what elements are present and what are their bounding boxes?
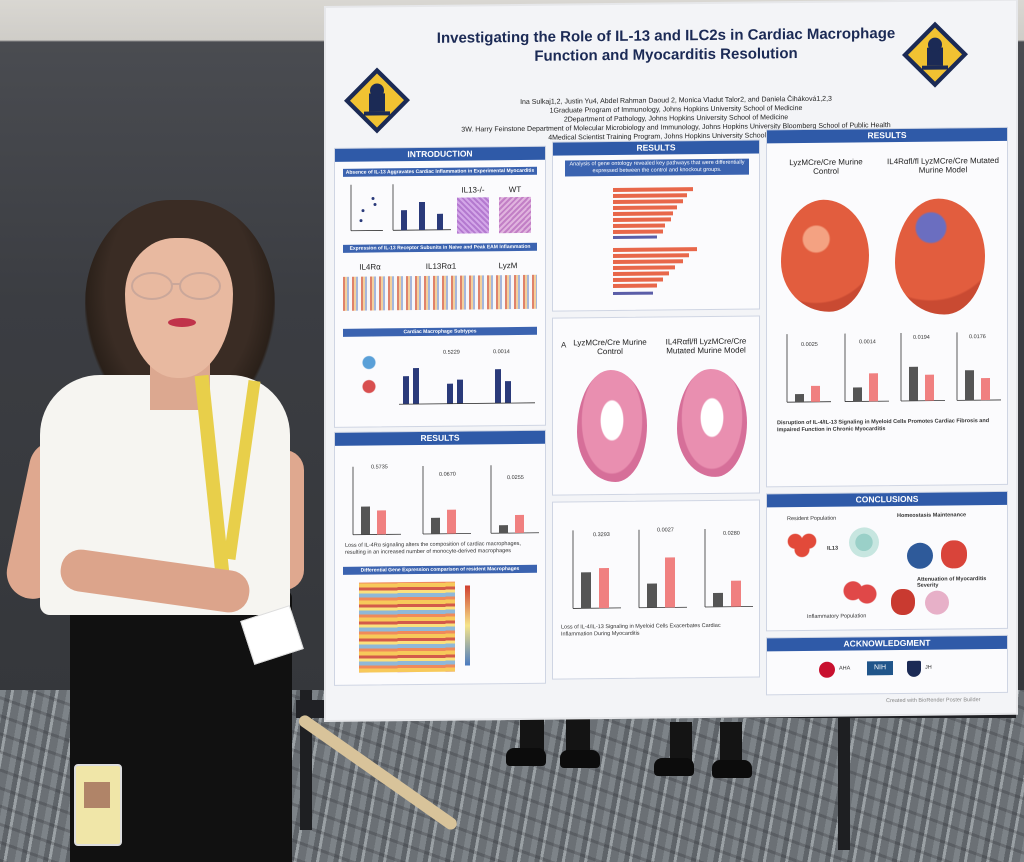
acknowledgment-panel: ACKNOWLEDGMENT AHA NIH JH — [766, 634, 1008, 696]
he-stained-heart-mutant — [677, 368, 747, 478]
logo-text: JH — [925, 664, 932, 671]
results-panel-right: RESULTS LyzMCre/Cre Murine Control IL4Rα… — [766, 126, 1008, 488]
dot-plot-chart — [350, 184, 451, 232]
macrophage-cluster-icon — [785, 529, 819, 559]
passerby-shoe — [560, 750, 600, 768]
macrophage-bar-charts — [399, 368, 535, 405]
myocarditis-caption: Loss of IL-4/IL-13 Signaling in Myeloid … — [561, 622, 721, 638]
myocarditis-results-panel: 0.3293 0.0027 0.0280 Loss of IL-4/IL-13 … — [552, 499, 760, 680]
nih-logo-icon: NIH — [867, 661, 893, 676]
poster-title: Investigating the Role of IL-13 and ILC2… — [436, 25, 896, 65]
lyzm-label: LyzM — [498, 260, 518, 271]
p-value: 0.0014 — [859, 339, 876, 346]
myocarditis-bar-charts — [572, 529, 753, 609]
resident-label: Resident Population — [787, 515, 837, 523]
il4ra-label: IL4Rα — [359, 262, 381, 272]
macrophage-diagram — [349, 344, 389, 405]
histology-image — [457, 197, 489, 234]
inflammatory-label: Inflammatory Population — [807, 613, 867, 620]
expression-plot — [343, 274, 537, 311]
passerby-shoe — [506, 748, 546, 766]
p-value: 0.0194 — [913, 334, 930, 341]
acknowledgment-header: ACKNOWLEDGMENT — [767, 635, 1007, 652]
p-value: 0.0025 — [801, 341, 818, 349]
il13-ko-label: IL13-/- — [461, 185, 485, 195]
results-header: RESULTS — [767, 127, 1007, 144]
p-value: 0.0176 — [969, 334, 986, 341]
id-badge — [74, 764, 122, 846]
p-value: 0.0280 — [723, 530, 740, 537]
presenter — [0, 0, 320, 862]
results-caption: Loss of IL-4Rα signaling alters the comp… — [345, 540, 521, 556]
trichrome-heart-control — [781, 199, 869, 313]
introduction-panel: INTRODUCTION Absence of IL-13 Aggravates… — [334, 145, 546, 428]
conclusions-panel: CONCLUSIONS Resident Population Homeosta… — [766, 490, 1008, 632]
p-value: 0.0670 — [439, 471, 456, 478]
gene-ontology-title: Analysis of gene ontology revealed key p… — [565, 158, 749, 177]
attenuation-label: Attenuation of Myocarditis Severity — [917, 576, 987, 589]
fibrosis-bar-charts — [786, 332, 1001, 403]
intro-subheader: Cardiac Macrophage Subtypes — [343, 326, 537, 337]
heart-icon — [891, 588, 915, 616]
p-value: 0.0255 — [507, 474, 524, 482]
university-shield-logo — [344, 67, 410, 134]
passerby-shoe — [654, 758, 694, 776]
histology-image — [499, 196, 531, 234]
conclusions-header: CONCLUSIONS — [767, 491, 1007, 508]
mutant-label: IL4Rαfl/fl LyzMCre/Cre Mutated Murine Mo… — [665, 336, 747, 356]
p-value: 0.0027 — [657, 527, 674, 534]
introduction-header: INTRODUCTION — [335, 146, 545, 162]
cell-icon — [849, 527, 879, 558]
gauge-icon — [907, 542, 933, 569]
inflammatory-cell-icon — [839, 575, 879, 610]
control-label: LyzMCre/Cre Murine Control — [789, 157, 863, 176]
mutant-label: IL4Rαfl/fl LyzMCre/Cre Mutated Murine Mo… — [887, 155, 999, 175]
passerby-leg — [720, 722, 742, 770]
heatmap-colorbar — [465, 585, 470, 666]
university-shield-logo — [902, 21, 968, 88]
id-photo — [84, 782, 110, 808]
easel-leg — [838, 712, 850, 850]
heatmap-title: Differential Gene Expression comparison … — [343, 564, 537, 575]
fibrosis-caption: Disruption of IL-4/IL-13 Signaling in My… — [777, 418, 990, 434]
wt-label: WT — [508, 184, 522, 195]
il13-label: IL13 — [827, 545, 839, 552]
results-panel-middle: RESULTS Analysis of gene ontology reveal… — [552, 139, 760, 312]
gene-ontology-chart — [613, 187, 697, 295]
intro-subheader: Expression of IL-13 Receptor Subunits in… — [343, 242, 537, 253]
p-value: 0.5735 — [371, 464, 388, 471]
presenter-lips — [168, 318, 196, 327]
results-panel-left: RESULTS 0.5735 0.0670 0.0255 Loss of IL-… — [334, 429, 546, 686]
histology-comparison-panel: A LyzMCre/Cre Murine Control IL4Rαfl/fl … — [552, 315, 760, 496]
p-value: 0.0014 — [493, 349, 510, 356]
presenter-face — [125, 238, 233, 378]
research-poster: Investigating the Role of IL-13 and ILC2… — [326, 0, 1016, 721]
gene-expression-heatmap — [359, 581, 455, 673]
results-header: RESULTS — [335, 430, 545, 446]
glasses-icon — [131, 272, 221, 300]
results-bar-charts — [352, 465, 539, 536]
il13ra1-label: IL13Rα1 — [425, 261, 457, 271]
homeostasis-label: Homeostasis Maintenance — [897, 512, 967, 520]
heart-icon — [941, 540, 967, 569]
p-value: 0.5229 — [443, 349, 460, 356]
results-header: RESULTS — [553, 140, 759, 156]
control-label: LyzMCre/Cre Murine Control — [573, 337, 647, 357]
jh-logo-icon — [907, 660, 921, 677]
tissue-icon — [925, 590, 949, 615]
logo-text: AHA — [839, 665, 851, 672]
intro-subheader: Absence of IL-13 Aggravates Cardiac Infl… — [343, 166, 537, 177]
poster-footer: Created with BioRender Poster Builder — [886, 697, 981, 705]
p-value: 0.3293 — [593, 532, 610, 539]
passerby-shoe — [712, 760, 752, 778]
he-stained-heart-control — [577, 369, 647, 483]
trichrome-heart-mutant — [895, 198, 985, 316]
aha-logo-icon — [819, 661, 835, 678]
